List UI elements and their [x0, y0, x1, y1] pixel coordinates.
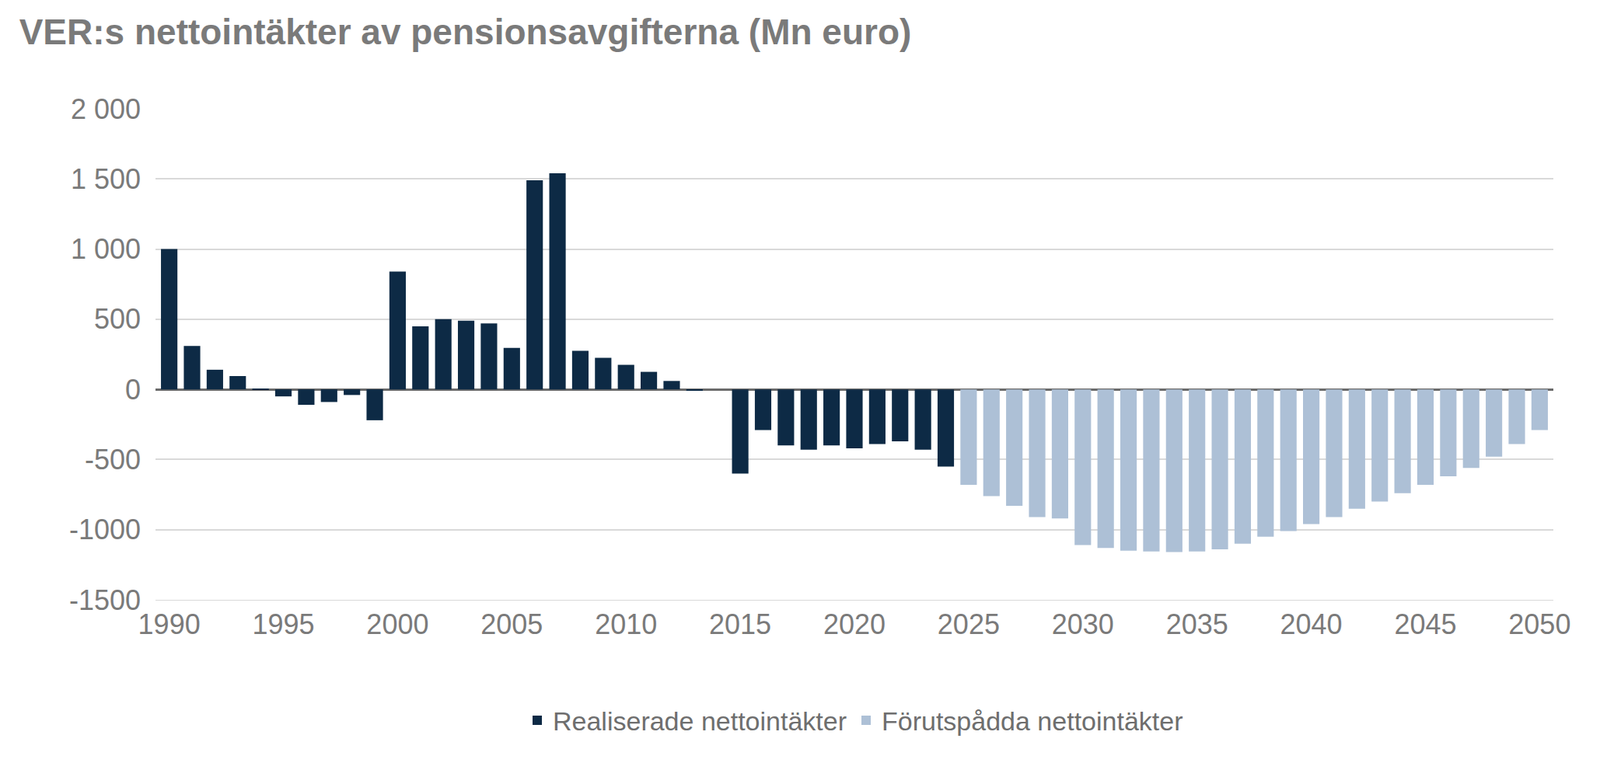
svg-text:2005: 2005: [480, 608, 543, 641]
svg-text:2030: 2030: [1051, 608, 1115, 641]
svg-text:2045: 2045: [1393, 608, 1457, 641]
svg-text:2015: 2015: [709, 608, 772, 641]
svg-text:2050: 2050: [1508, 608, 1571, 641]
svg-text:0: 0: [125, 373, 141, 406]
svg-text:1995: 1995: [251, 608, 315, 641]
svg-text:-1500: -1500: [69, 584, 141, 617]
svg-text:2020: 2020: [823, 608, 886, 641]
svg-text:2 000: 2 000: [70, 93, 141, 126]
svg-text:VER:s nettointäkter av pension: VER:s nettointäkter av pensionsavgiftern…: [19, 11, 912, 53]
svg-text:2035: 2035: [1166, 608, 1229, 641]
svg-text:1 500: 1 500: [70, 163, 141, 196]
svg-text:500: 500: [94, 303, 141, 336]
svg-text:-1000: -1000: [69, 513, 141, 546]
svg-text:Förutspådda nettointäkter: Förutspådda nettointäkter: [881, 706, 1183, 737]
svg-text:2025: 2025: [937, 608, 1000, 641]
svg-text:-500: -500: [84, 443, 141, 476]
svg-text:1990: 1990: [138, 608, 201, 641]
svg-text:1 000: 1 000: [70, 233, 141, 266]
svg-text:2040: 2040: [1280, 608, 1343, 641]
svg-text:2000: 2000: [366, 608, 429, 641]
svg-text:2010: 2010: [594, 608, 657, 641]
svg-text:Realiserade nettointäkter: Realiserade nettointäkter: [552, 706, 847, 737]
